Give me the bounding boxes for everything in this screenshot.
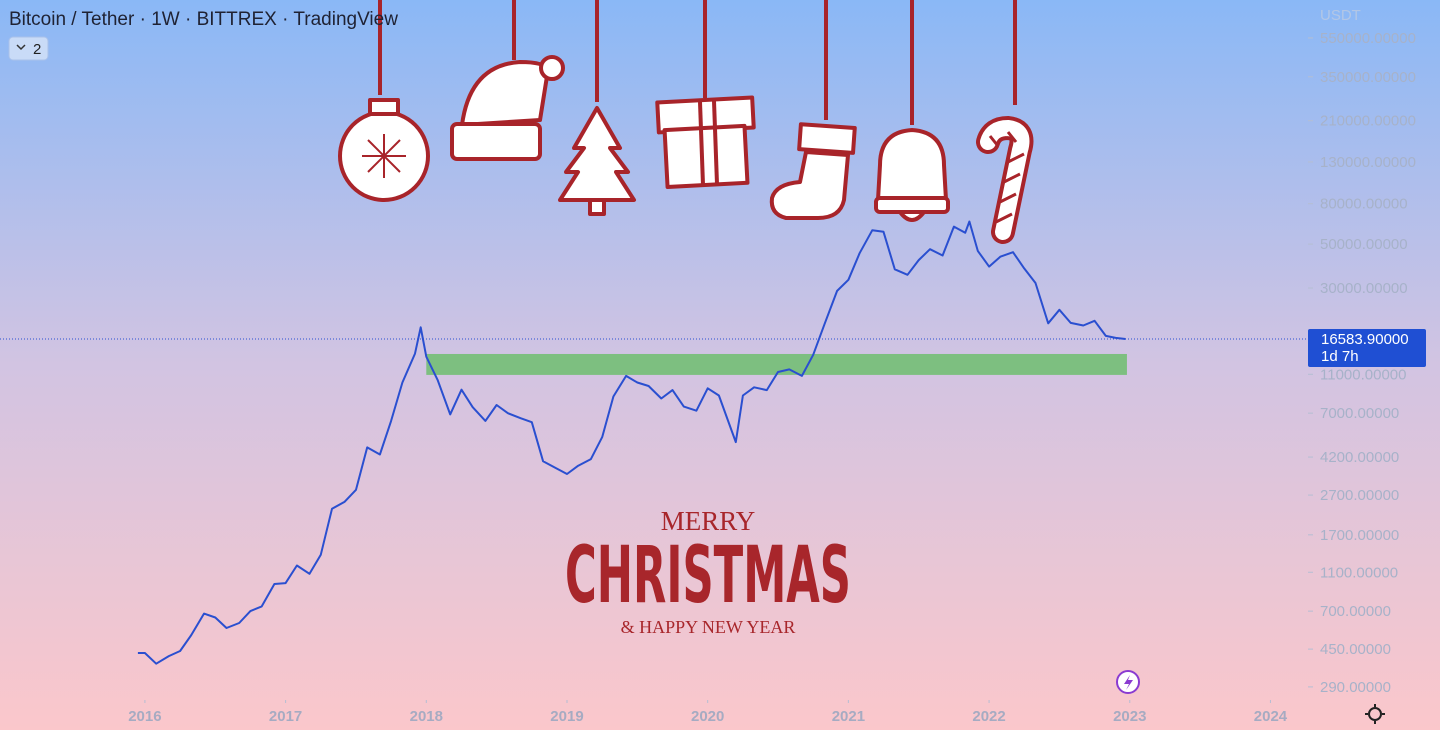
currency: USDT: [1320, 7, 1361, 24]
x-tick-label: 2022: [972, 708, 1005, 725]
header: Bitcoin / Tether · 1W · BITTREX · Tradin…: [8, 7, 1361, 61]
zone: [426, 353, 1127, 375]
y-tick-label: 80000.00000: [1320, 196, 1408, 213]
settings-icon[interactable]: [1368, 707, 1382, 721]
y-tick-label: 50000.00000: [1320, 236, 1408, 253]
x-tick-label: 2019: [550, 708, 583, 725]
axes-layer: 550000.00000 350000.00000 210000.00000 1300…: [128, 30, 1426, 725]
y-tick-label: 4200.00000: [1320, 449, 1399, 466]
x-tick-label: 2020: [691, 708, 724, 725]
x-tick-label: 2018: [410, 708, 443, 725]
badge-box[interactable]: [8, 36, 49, 61]
y-tick-label: 210000.00000: [1320, 113, 1416, 130]
zone-layer: [426, 353, 1127, 375]
annotation: & HAPPY NEW YEAR: [621, 617, 796, 637]
y-tick-label: 450.00000: [1320, 641, 1391, 658]
chart-title: Bitcoin / Tether · 1W · BITTREX · Tradin…: [9, 9, 398, 30]
y-tick-label: 290.00000: [1320, 679, 1391, 696]
countdown: 1d 7h: [1321, 348, 1359, 365]
y-tick-label: 700.00000: [1320, 603, 1391, 620]
annotation: MERRY: [661, 506, 756, 536]
y-tick-label: 7000.00000: [1320, 405, 1399, 422]
y-tick-label: 130000.00000: [1320, 154, 1416, 171]
y-tick-label: 1100.00000: [1320, 564, 1398, 581]
annotation: CHRISTMAS: [565, 531, 851, 621]
greeting: MERRY CHRISTMAS & HAPPY NEW YEAR: [565, 506, 851, 637]
price-line: [137, 220, 1126, 665]
ornaments: [338, 0, 1034, 244]
x-tick-label: 2021: [832, 708, 865, 725]
y-tick-label: 2700.00000: [1320, 487, 1399, 504]
data-layer: [0, 220, 1308, 665]
x-tick-label: 2023: [1113, 708, 1146, 725]
badge[interactable]: 2: [33, 41, 41, 58]
y-tick-label: 550000.00000: [1320, 30, 1416, 47]
icons: [1116, 670, 1385, 724]
x-tick-label: 2017: [269, 708, 302, 725]
chevron: [16, 44, 26, 51]
y-tick-label: 1700.00000: [1320, 527, 1399, 544]
price-box: [1308, 328, 1426, 367]
y-tick-label: 350000.00000: [1320, 69, 1416, 86]
y-tick-label: 30000.00000: [1320, 280, 1408, 297]
y-tick-label: 11000.00000: [1320, 366, 1406, 383]
x-tick-label: 2016: [128, 708, 161, 725]
price-label: 16583.90000: [1321, 331, 1409, 348]
x-tick-label: 2024: [1254, 708, 1288, 725]
